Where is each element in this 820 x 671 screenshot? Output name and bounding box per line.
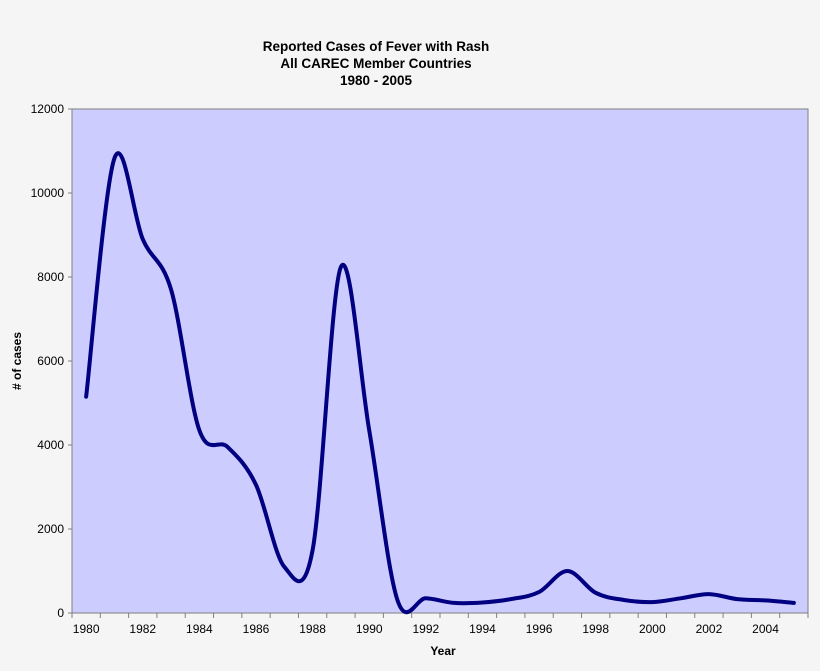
x-tick-label: 1984	[186, 622, 213, 636]
x-tick-label: 1996	[526, 622, 553, 636]
chart-title-line-2: All CAREC Member Countries	[280, 56, 471, 71]
y-tick-label: 10000	[31, 186, 65, 200]
y-tick-label: 6000	[37, 354, 64, 368]
chart-title-line-3: 1980 - 2005	[340, 73, 413, 88]
x-tick-label: 1990	[356, 622, 383, 636]
plot-area	[71, 108, 809, 614]
y-tick-label: 4000	[37, 438, 64, 452]
x-tick-label: 1986	[243, 622, 270, 636]
y-axis-label: # of cases	[10, 332, 24, 390]
x-tick-label: 1988	[299, 622, 326, 636]
chart-title-line-1: Reported Cases of Fever with Rash	[263, 39, 490, 54]
x-tick-label: 2002	[696, 622, 723, 636]
y-tick-label: 12000	[31, 102, 65, 116]
series-line-cases	[84, 151, 796, 615]
x-tick-label: 1982	[129, 622, 156, 636]
x-axis-label: Year	[430, 644, 456, 658]
y-tick-label: 0	[57, 606, 64, 620]
y-tick-label: 8000	[37, 270, 64, 284]
x-tick-label: 2000	[639, 622, 666, 636]
x-tick-label: 1994	[469, 622, 496, 636]
x-tick-label: 1980	[73, 622, 100, 636]
x-tick-label: 1992	[412, 622, 439, 636]
y-tick-label: 2000	[37, 522, 64, 536]
x-tick-label: 2004	[752, 622, 779, 636]
x-tick-label: 1998	[582, 622, 609, 636]
